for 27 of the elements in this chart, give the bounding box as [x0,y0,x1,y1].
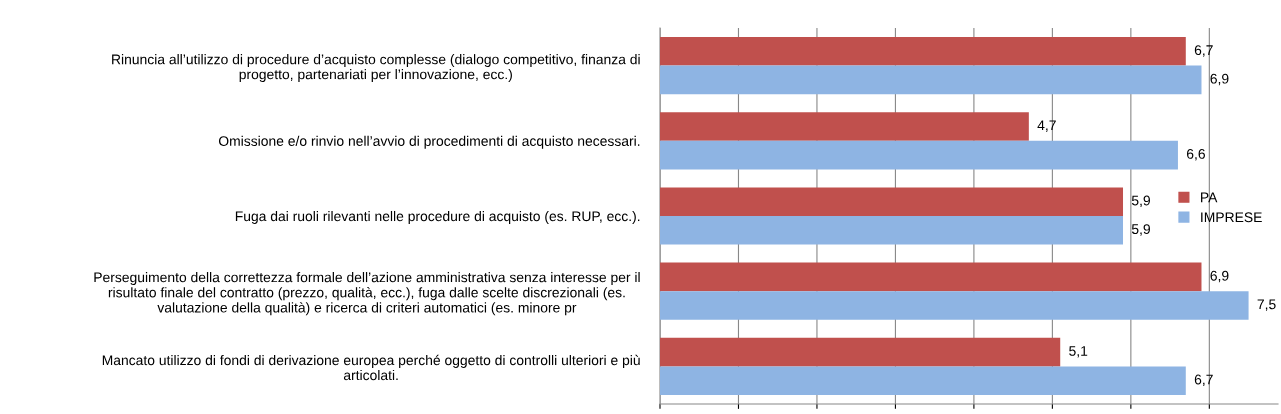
bar [660,262,1202,292]
bar [660,65,1202,95]
data-label: 5,9 [1131,195,1150,208]
bar [660,291,1249,320]
data-label: 6,9 [1210,270,1229,283]
data-label: 5,9 [1131,224,1150,236]
data-label: 6,7 [1194,374,1213,387]
bar [660,112,1029,141]
y-tick-label: Perseguimento della correttezza formale dell’azione amministrativa senza interesse per il risultato finale del contratto (prezzo, qualità, ecc.), fuga dalle scelte discrezionali (es. valutazione della qualità) e ricerca di criteri automatici (es. minore pr [94,272,640,316]
data-label: 5,1 [1069,346,1088,358]
y-tick-label: Rinuncia all’utilizzo di procedure d’acquisto complesse (dialogo competitivo, finanza di progetto, partenariati per l’innovazione, ecc.) [112,54,640,82]
data-label: 7,5 [1257,299,1276,311]
bar [660,187,1124,216]
bar [660,366,1186,395]
y-tick-label: Fuga dai ruoli rilevanti nelle procedure di acquisto (es. RUP, ecc.). [235,210,640,224]
bar [660,37,1186,66]
data-label: 6,6 [1186,148,1205,161]
legend-label: PA [1201,192,1218,203]
data-label: 6,9 [1210,73,1229,86]
bar [660,140,1178,170]
bar [660,337,1061,367]
bar [660,216,1124,245]
y-tick-label: Omissione e/o rinvio nell’avvio di procedimenti di acquisto necessari. [218,135,640,149]
legend-label: IMPRESE [1201,212,1262,223]
y-tick-label: Mancato utilizzo di fondi di derivazione europea perché oggetto di controlli ulteriori e più articolati. [102,354,640,381]
data-label: 4,7 [1037,120,1056,132]
data-label: 6,7 [1194,45,1213,57]
